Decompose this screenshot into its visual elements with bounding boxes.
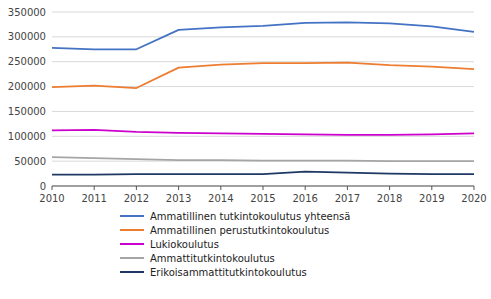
legend-swatch: [120, 215, 144, 217]
series-line: [52, 172, 474, 175]
x-tick: [178, 186, 179, 190]
y-tick-label: 150000: [8, 106, 46, 117]
grid-line: [52, 36, 474, 37]
y-tick-label: 350000: [8, 7, 46, 18]
legend-label: Ammatillinen perustutkintokoulutus: [150, 225, 329, 236]
legend-label: Lukiokoulutus: [150, 239, 219, 250]
chart: 0 50000 100000 150000 200000 250000 300000 3500…: [0, 0, 491, 299]
grid-line: [52, 111, 474, 112]
series-line: [52, 130, 474, 135]
x-tick: [136, 186, 137, 190]
x-tick-label: 2015: [250, 193, 275, 204]
x-tick-label: 2013: [166, 193, 191, 204]
y-tick-label: 0: [40, 181, 46, 192]
series-line: [52, 157, 474, 161]
y-axis: 0 50000 100000 150000 200000 250000 300000 3500…: [8, 7, 474, 192]
grid-line: [52, 61, 474, 62]
legend-label: Ammattitutkintokoulutus: [150, 253, 275, 264]
grid-line: [52, 12, 474, 13]
y-tick-label: 300000: [8, 31, 46, 42]
x-tick: [305, 186, 306, 190]
x-axis: 2010 2011 2012 2013 2014 2015 2016 2017 2018 2019…: [39, 186, 486, 204]
x-tick-label: 2010: [39, 193, 64, 204]
x-tick: [347, 186, 348, 190]
y-tick-label: 200000: [8, 81, 46, 92]
legend: Ammatillinen tutkintokoulutus yhteensä Am…: [120, 211, 350, 278]
x-tick-label: 2020: [461, 193, 486, 204]
x-tick-label: 2014: [208, 193, 233, 204]
x-tick-label: 2012: [124, 193, 149, 204]
legend-swatch: [120, 271, 144, 273]
legend-label: Ammatillinen tutkintokoulutus yhteensä: [150, 211, 350, 222]
series-line: [52, 63, 474, 88]
y-tick-label: 250000: [8, 56, 46, 67]
legend-label: Erikoisammattitutkintokoulutus: [150, 267, 307, 278]
x-tick: [220, 186, 221, 190]
x-tick-label: 2019: [419, 193, 444, 204]
x-tick-label: 2017: [335, 193, 360, 204]
x-tick: [431, 186, 432, 190]
x-tick: [389, 186, 390, 190]
x-tick: [94, 186, 95, 190]
y-tick-label: 50000: [14, 156, 46, 167]
x-tick-label: 2011: [81, 193, 106, 204]
x-tick: [263, 186, 264, 190]
series-lines: [52, 22, 474, 174]
x-tick-label: 2018: [377, 193, 402, 204]
legend-swatch: [120, 257, 144, 259]
series-line: [52, 22, 474, 49]
y-tick-label: 100000: [8, 131, 46, 142]
x-tick: [52, 186, 53, 190]
x-tick: [474, 186, 475, 190]
grid-line: [52, 136, 474, 137]
x-tick-label: 2016: [292, 193, 317, 204]
legend-swatch: [120, 243, 144, 245]
legend-swatch: [120, 229, 144, 231]
